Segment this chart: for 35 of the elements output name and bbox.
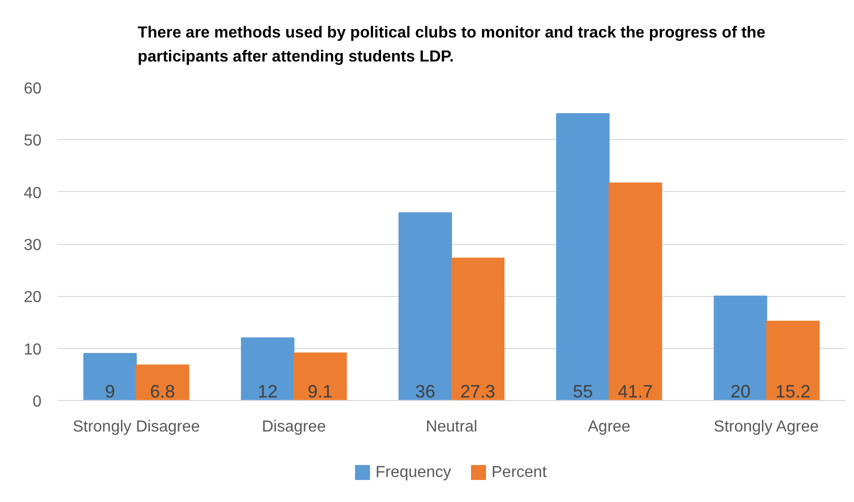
bar: [136, 364, 190, 400]
y-tick-label: 30: [24, 237, 42, 254]
x-tick-label: Agree: [588, 418, 631, 436]
legend-label: Percent: [492, 464, 548, 481]
bar: [83, 353, 137, 400]
data-label: 6.8: [150, 382, 176, 402]
bar: [451, 258, 504, 400]
bar: [556, 113, 610, 400]
data-label: 55: [572, 382, 593, 402]
x-tick-label: Disagree: [262, 418, 326, 436]
chart-title: There are methods used by political clubs to monitor and track the progress of the participants after attending students LDP.: [138, 24, 766, 66]
y-tick-label: 0: [32, 394, 42, 410]
x-tick-label: Strongly Agree: [714, 418, 819, 436]
x-tick-label: Strongly Disagree: [72, 418, 200, 436]
data-label: 41.7: [618, 382, 653, 402]
legend-label: Frequency: [376, 464, 452, 481]
data-label: 27.3: [460, 382, 496, 402]
y-tick-label: 40: [24, 184, 42, 202]
y-tick-label: 20: [24, 289, 42, 306]
data-label: 36: [415, 382, 436, 402]
x-tick-label: Neutral: [426, 418, 478, 436]
bar: [608, 182, 662, 400]
data-label: 20: [730, 382, 750, 402]
bar: [240, 337, 294, 400]
bar: [714, 296, 768, 400]
data-label: 9: [105, 382, 116, 402]
bar: [398, 212, 452, 400]
data-label: 9.1: [308, 382, 333, 402]
y-tick-label: 50: [24, 132, 42, 150]
bar: [293, 352, 347, 400]
data-label: 15.2: [775, 382, 810, 402]
data-label: 12: [258, 382, 278, 402]
bar: [766, 320, 820, 400]
y-tick-label: 60: [24, 80, 42, 98]
y-tick-label: 10: [24, 341, 42, 358]
